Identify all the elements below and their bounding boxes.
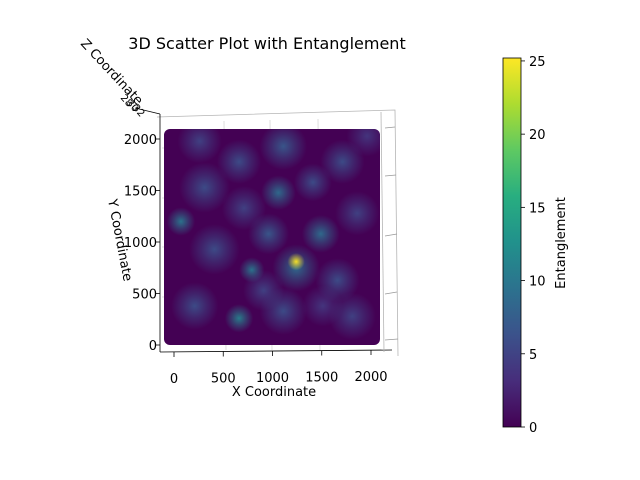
- entanglement-point: [259, 287, 307, 335]
- colorbar-tick-label: 10: [529, 275, 546, 290]
- entanglement-point: [328, 292, 376, 340]
- entanglement-point: [224, 304, 254, 333]
- entanglement-point: [189, 224, 240, 275]
- colorbar-label: Entanglement: [554, 197, 569, 289]
- x-tick-label: 1000: [256, 371, 289, 386]
- scatter-points: [166, 129, 380, 340]
- x-axis-ticks: 0 500 1000 1500 2000: [170, 350, 388, 387]
- entanglement-point: [216, 139, 262, 184]
- entanglement-point: [177, 129, 222, 164]
- entanglement-point: [248, 213, 290, 255]
- entanglement-point: [239, 257, 265, 283]
- y-tick-label: 1500: [124, 185, 157, 200]
- x-axis-label: X Coordinate: [232, 385, 316, 400]
- y-tick-label: 0: [149, 339, 157, 354]
- entanglement-point: [293, 163, 332, 202]
- colorbar-tick-label: 25: [529, 55, 546, 70]
- y-axis-ticks: 0 500 1000 1500 2000: [124, 133, 160, 354]
- entanglement-point: [179, 162, 230, 213]
- colorbar-tick-label: 5: [529, 348, 537, 363]
- entanglement-point: [335, 191, 380, 236]
- chart-title: 3D Scatter Plot with Entanglement: [128, 34, 405, 53]
- entanglement-point: [259, 129, 307, 170]
- x-tick-label: 2000: [354, 370, 387, 385]
- colorbar-tick-label: 20: [529, 128, 546, 143]
- colorbar: [502, 57, 522, 428]
- y-tick-label: 500: [132, 288, 157, 303]
- entanglement-point: [301, 214, 340, 253]
- y-tick-label: 2000: [124, 133, 157, 148]
- entanglement-point: [166, 207, 196, 236]
- x-tick-label: 0: [170, 372, 178, 387]
- y-tick-label: 1000: [124, 236, 157, 251]
- x-tick-label: 500: [211, 372, 236, 387]
- colorbar-tick-label: 15: [529, 201, 546, 216]
- entanglement-point: [287, 252, 305, 271]
- colorbar-tick-label: 0: [529, 421, 537, 436]
- colorbar-ticks: 0 5 10 15 20 25: [521, 55, 546, 436]
- entanglement-point: [320, 139, 365, 184]
- heatmap-plate: [164, 129, 380, 345]
- x-tick-label: 1500: [305, 371, 338, 386]
- entanglement-point: [261, 175, 296, 210]
- entanglement-point: [171, 282, 219, 330]
- entanglement-point: [315, 258, 360, 303]
